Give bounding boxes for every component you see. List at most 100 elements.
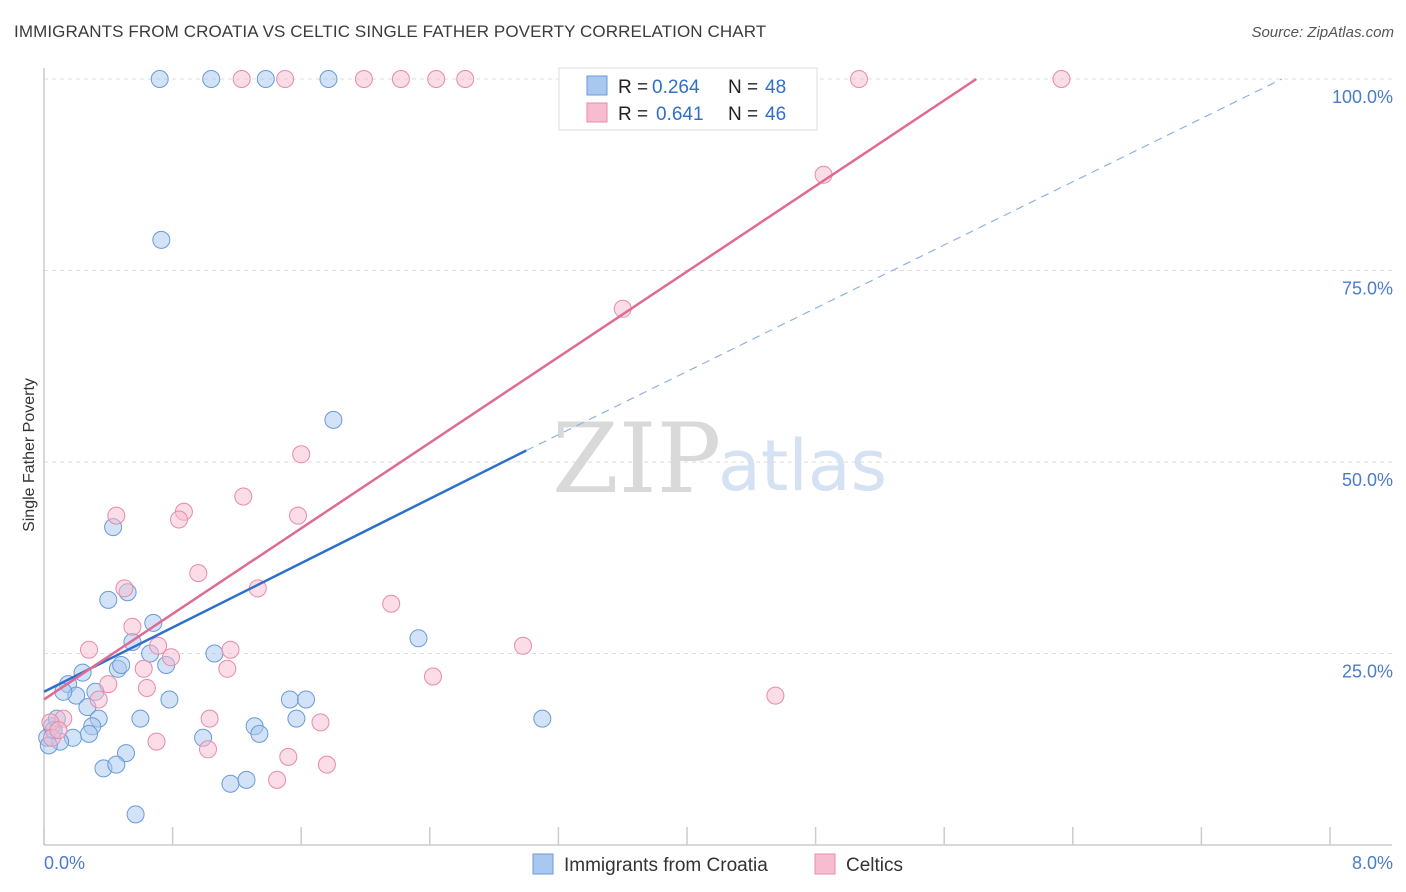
legend-r-label-blue: R = [618,77,648,98]
celtics-point [199,740,217,759]
celtics-point [221,640,240,659]
celtics-point [427,70,446,88]
celtics-point [766,686,785,705]
celtics-point [162,648,180,667]
y-axis-label: Single Father Poverty [21,378,38,532]
legend-n-value-blue: 48 [765,77,786,98]
croatia-point [107,755,126,774]
trend-line-croatia-projection [525,78,1283,452]
y-tick-label-50: 50.0% [1342,470,1393,490]
x-tick-label-min: 0.0% [44,853,85,873]
legend-r-label-pink: R = [618,104,648,125]
legend-r-value-blue: 0.264 [652,77,700,98]
axes [43,68,1392,846]
series-immigrants-from-croatia-points [38,70,552,824]
stats-legend: R = 0.264 N = 48 R = 0.641 N = 46 [558,67,818,131]
celtics-point [234,487,253,506]
celtics-point [149,636,168,655]
croatia-point [533,709,552,728]
celtics-point [115,579,134,598]
trend-line-celtics [43,77,978,701]
croatia-point [160,690,179,709]
celtics-point [189,564,208,583]
watermark-atlas: atlas [718,425,887,507]
celtics-point [276,70,295,88]
legend-swatch-pink [586,102,608,123]
watermark: ZIP atlas [552,403,887,515]
trend-lines [43,77,1283,701]
celtics-point [850,70,868,88]
celtics-point [1052,70,1071,88]
legend-n-label-pink: N = [728,104,758,125]
celtics-point [134,659,153,678]
croatia-point [112,656,131,674]
croatia-point [126,805,145,824]
celtics-point [80,640,98,659]
croatia-point [280,690,299,709]
y-tick-label-100: 100.0% [1332,87,1393,107]
croatia-point [409,629,428,648]
x-tick-label-max: 8.0% [1352,853,1393,873]
croatia-point [205,644,224,663]
celtics-point [123,617,142,636]
croatia-point [221,774,240,793]
celtics-point [382,594,401,613]
croatia-point [150,70,169,88]
celtics-point [317,755,336,774]
series-legend-label-blue: Immigrants from Croatia [564,855,768,876]
chart-title: IMMIGRANTS FROM CROATIA VS CELTIC SINGLE… [14,22,767,41]
croatia-point [144,613,163,632]
croatia-point [117,744,135,763]
croatia-point [80,724,98,743]
croatia-point [202,70,221,88]
legend-n-label-blue: N = [728,77,758,98]
series-legend-label-pink: Celtics [846,855,903,876]
x-tick-labels: 0.0% 8.0% [44,853,1393,873]
y-tick-label-75: 75.0% [1342,279,1393,299]
celtics-point [456,70,475,88]
croatia-point [152,230,171,249]
celtics-point [279,747,298,766]
croatia-point [131,709,150,728]
legend-swatch-blue [586,75,608,96]
celtics-point [514,636,532,655]
y-tick-label-25: 25.0% [1342,662,1393,682]
croatia-point [297,690,315,709]
x-tick-marks [43,827,1331,845]
celtics-point [268,770,287,789]
celtics-point [170,510,188,529]
celtics-point [137,679,156,697]
croatia-point [324,410,343,429]
celtics-point [424,667,442,686]
celtics-point [391,70,410,88]
series-legend-swatch-pink [814,853,836,875]
croatia-point [256,70,275,88]
legend-n-value-pink: 46 [765,104,786,125]
celtics-point [107,506,126,525]
celtics-point [232,70,251,88]
series-legend: Immigrants from Croatia Celtics [532,853,903,876]
celtics-point [218,659,237,678]
croatia-point [319,70,338,88]
watermark-zip: ZIP [552,403,721,515]
celtics-point [354,70,373,88]
trend-line-croatia [43,449,527,693]
celtics-point [49,721,68,740]
celtics-point [147,732,166,751]
celtics-point [311,713,330,732]
croatia-point [99,590,118,609]
celtics-point [200,709,219,728]
croatia-point [287,709,306,728]
celtics-point [99,675,118,694]
series-legend-swatch-blue [532,853,554,875]
source-label: Source: ZipAtlas.com [1251,24,1394,41]
croatia-point [250,724,269,743]
celtics-point [89,690,108,709]
croatia-point [237,770,256,789]
y-tick-labels: 25.0% 50.0% 75.0% 100.0% [1332,87,1393,682]
grid-lines [44,78,1392,654]
celtics-point [292,445,311,464]
celtics-point [289,506,307,525]
legend-r-value-pink: 0.641 [656,104,704,125]
